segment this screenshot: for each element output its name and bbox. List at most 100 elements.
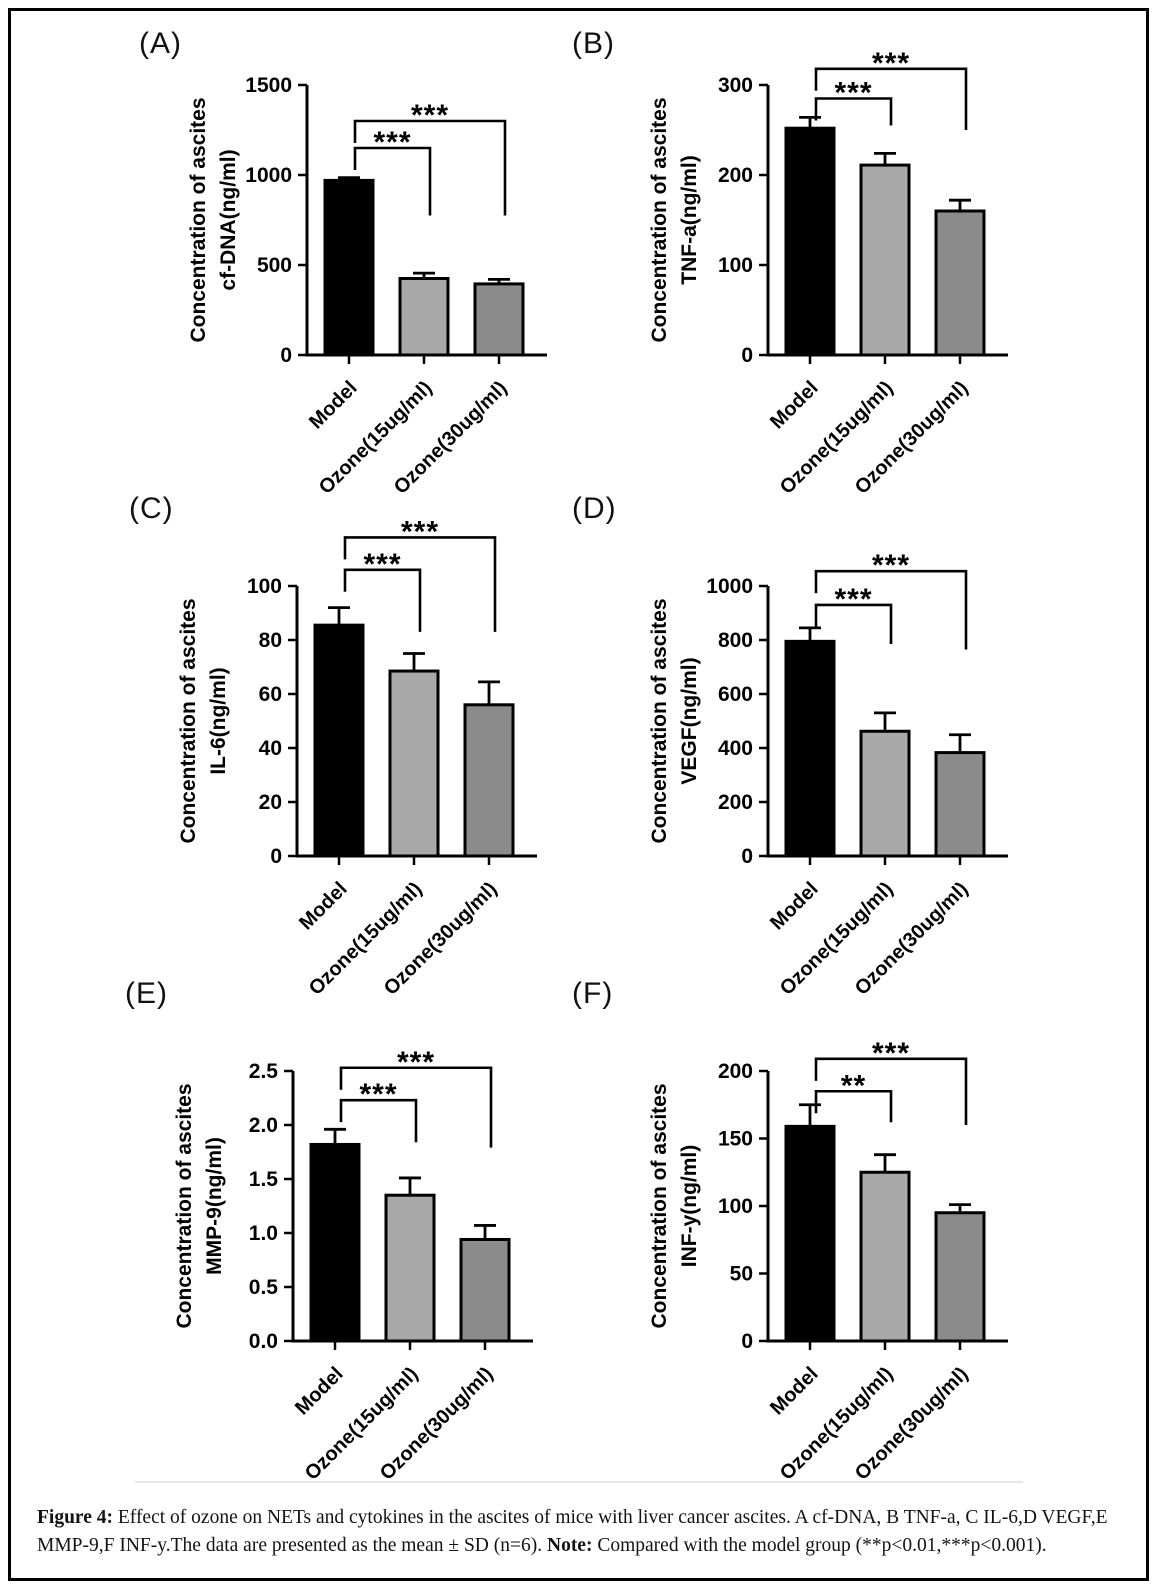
y-axis-title-line-2: MMP-9(ng/ml)	[203, 1137, 226, 1275]
y-tick-label: 20	[259, 791, 282, 814]
significance-stars: ***	[872, 1037, 910, 1070]
y-tick-label: 0.5	[249, 1276, 279, 1299]
bar-ozone-15	[398, 277, 450, 357]
bar-ozone-30	[463, 703, 515, 858]
panel-f: (F) Concentration of ascites INF-y(ng/ml)…	[560, 975, 1020, 1485]
y-tick-label: 100	[718, 254, 753, 277]
x-tick-label: Model	[305, 377, 361, 433]
panel-c: (C) Concentration of ascites IL-6(ng/ml) 0…	[89, 490, 549, 1000]
panel-label-d: (D)	[572, 492, 617, 525]
bar-model	[309, 1142, 361, 1343]
significance-stars: ***	[397, 1046, 435, 1079]
bar-model	[784, 639, 836, 858]
significance-bracket	[814, 569, 968, 650]
panel-e: (E) Concentration of ascites MMP-9(ng/ml)…	[85, 975, 545, 1485]
y-tick-label: 500	[257, 254, 292, 277]
y-axis-title-line-1: Concentration of ascites	[177, 598, 200, 843]
bar-model	[784, 1124, 836, 1343]
significance-bracket	[353, 119, 507, 216]
y-tick-label: 200	[718, 164, 753, 187]
x-tick-label: Model	[766, 1363, 822, 1419]
panel-label-b: (B)	[572, 27, 615, 60]
y-tick-label: 150	[718, 1128, 753, 1151]
bar-ozone-30	[473, 282, 525, 357]
y-tick-label: 0	[280, 344, 292, 367]
bar-ozone-30	[934, 1211, 986, 1343]
y-tick-label: 300	[718, 74, 753, 97]
chart-f-inf-y-bar-chart: Concentration of ascites INF-y(ng/ml) 0 50 1…	[648, 1037, 1008, 1485]
caption-divider	[135, 1481, 1023, 1483]
bar-ozone-30	[934, 751, 986, 858]
y-axis-title-line-1: Concentration of ascites	[173, 1083, 196, 1328]
panel-label-c: (C)	[129, 492, 174, 525]
y-tick-label: 0	[741, 1330, 753, 1353]
y-axis-title-line-1: Concentration of ascites	[648, 1083, 671, 1328]
chart-d-vegf-bar-chart: Concentration of ascites VEGF(ng/ml) 0 200 4…	[648, 549, 1008, 1000]
y-axis-title-line-1: Concentration of ascites	[648, 97, 671, 342]
x-tick-label: Model	[766, 878, 822, 934]
chart-e-mmp-9-bar-chart: Concentration of ascites MMP-9(ng/ml) 0.0 0…	[173, 1046, 533, 1485]
significance-bracket	[343, 536, 497, 632]
significance-bracket	[814, 1089, 893, 1123]
y-tick-label: 60	[259, 683, 282, 706]
y-tick-label: 100	[247, 575, 282, 598]
chart-b-tnf-a-bar-chart: Concentration of ascites TNF-a(ng/ml) 0 100…	[648, 47, 1008, 499]
x-tick-label: Model	[291, 1363, 347, 1419]
figure-caption: Figure 4: Effect of ozone on NETs and cy…	[37, 1504, 1125, 1560]
bar-ozone-15	[384, 1193, 436, 1343]
significance-stars: ***	[834, 583, 872, 616]
significance-bracket	[339, 1098, 418, 1143]
significance-bracket	[814, 1057, 968, 1125]
panel-d: (D) Concentration of ascites VEGF(ng/ml) 0…	[560, 490, 1020, 1000]
panel-label-a: (A)	[139, 27, 182, 60]
significance-stars: ***	[872, 549, 910, 582]
y-axis-title-line-2: INF-y(ng/ml)	[678, 1145, 701, 1267]
y-tick-label: 400	[718, 737, 753, 760]
significance-bracket	[814, 603, 893, 645]
y-tick-label: 1000	[245, 164, 292, 187]
panel-a: (A) Concentration of ascites cf-DNA(ng/ml…	[99, 25, 559, 510]
y-tick-label: 0	[741, 845, 753, 868]
bar-ozone-15	[859, 1170, 911, 1343]
panel-label-e: (E)	[125, 977, 168, 1010]
figure-caption-text-1: Effect of ozone on NETs and cytokines in…	[37, 1507, 1108, 1556]
y-axis-title-line-1: Concentration of ascites	[648, 598, 671, 843]
bar-ozone-15	[859, 163, 911, 357]
y-tick-label: 600	[718, 683, 753, 706]
significance-stars: ***	[411, 99, 449, 132]
significance-stars: ***	[872, 47, 910, 80]
y-tick-label: 0	[270, 845, 282, 868]
y-tick-label: 1.5	[249, 1168, 279, 1191]
y-tick-label: 80	[259, 629, 282, 652]
y-axis-title-line-1: Concentration of ascites	[187, 97, 210, 342]
y-tick-label: 1500	[245, 74, 292, 97]
y-tick-label: 200	[718, 1060, 753, 1083]
significance-bracket	[343, 568, 422, 632]
y-tick-label: 0	[741, 344, 753, 367]
x-tick-label: Model	[295, 878, 351, 934]
panel-label-f: (F)	[572, 977, 614, 1010]
bar-model	[313, 623, 365, 858]
y-axis-title-line-2: cf-DNA(ng/ml)	[217, 149, 240, 290]
y-tick-label: 800	[718, 629, 753, 652]
panel-b: (B) Concentration of ascites TNF-a(ng/ml)…	[560, 25, 1020, 510]
bar-model	[784, 126, 836, 357]
significance-stars: **	[841, 1069, 866, 1102]
y-tick-label: 50	[730, 1263, 753, 1286]
figure-caption-note-label: Note:	[546, 1535, 593, 1556]
significance-bracket	[353, 146, 432, 216]
significance-stars: ***	[834, 77, 872, 110]
y-tick-label: 0.0	[249, 1330, 278, 1353]
significance-stars: ***	[359, 1078, 397, 1111]
y-tick-label: 1000	[706, 575, 753, 598]
figure-caption-label: Figure 4:	[37, 1507, 114, 1528]
bar-ozone-30	[934, 209, 986, 357]
y-tick-label: 200	[718, 791, 753, 814]
y-tick-label: 100	[718, 1195, 753, 1218]
y-tick-label: 40	[259, 737, 282, 760]
y-axis-title-line-2: IL-6(ng/ml)	[207, 667, 230, 774]
y-tick-label: 2.5	[249, 1060, 279, 1083]
bar-model	[323, 178, 375, 357]
y-axis-title-line-2: VEGF(ng/ml)	[678, 657, 701, 784]
